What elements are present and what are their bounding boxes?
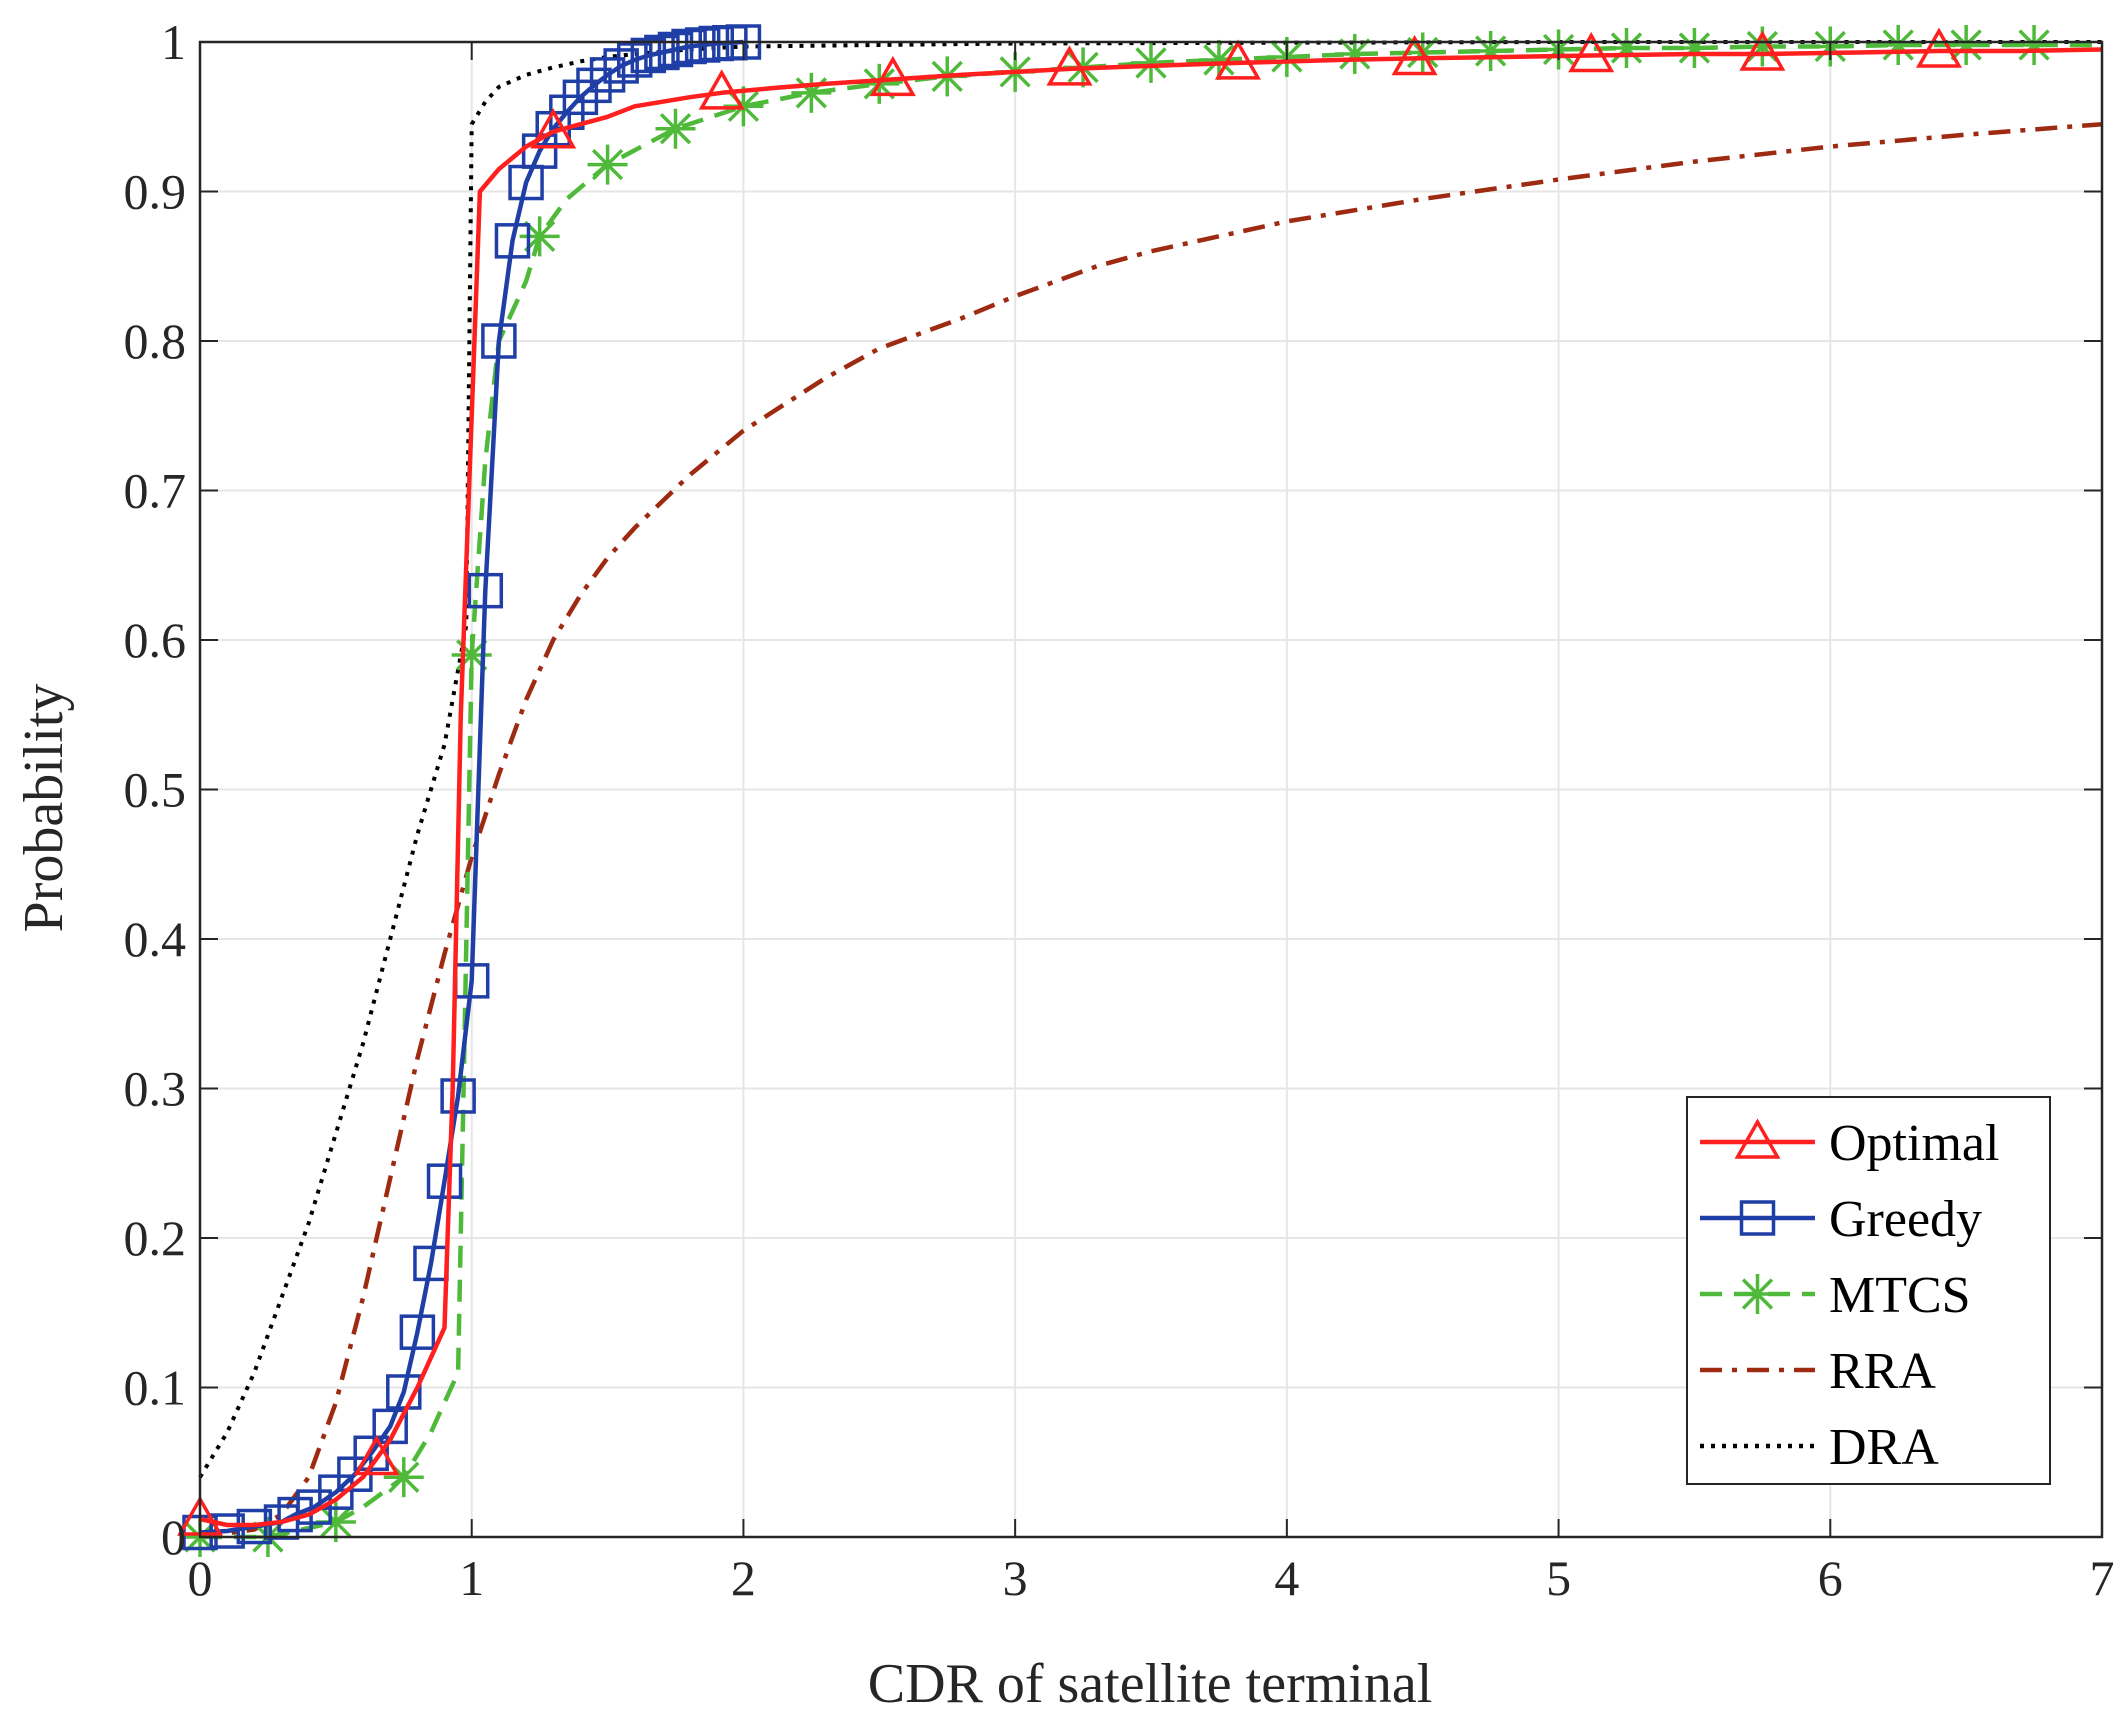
data-point-greedy (562, 79, 599, 116)
data-point-greedy (630, 37, 667, 74)
data-point-mtcs (1131, 42, 1171, 83)
data-point-optimal (1915, 27, 1962, 68)
x-axis-label: CDR of satellite terminal (868, 1653, 1433, 1715)
data-point-mtcs (587, 144, 628, 185)
star-stroke (388, 1461, 420, 1493)
data-point-optimal (1568, 31, 1615, 73)
y-axis-label: Probability (13, 684, 75, 933)
star-stroke (1678, 32, 1711, 64)
legend-entry-optimal: Optimal (1700, 1115, 1999, 1172)
series-dra (198, 40, 2102, 1479)
legend-label: Optimal (1829, 1115, 1999, 1172)
legend-entry-dra: DRA (1700, 1419, 1939, 1476)
data-point-mtcs (1878, 24, 1919, 65)
data-point-optimal (1214, 39, 1261, 80)
y-tick-label: 0.3 (124, 1061, 187, 1117)
legend: Optimal Greedy MTCS RRA DRA (1686, 1096, 2051, 1485)
series-greedy (182, 24, 762, 1551)
data-point-greedy (467, 572, 504, 609)
data-point-greedy (386, 1374, 422, 1410)
data-point-optimal (698, 69, 745, 110)
data-point-greedy (209, 1513, 245, 1549)
data-point-optimal (869, 55, 916, 97)
x-tick-label: 3 (1003, 1550, 1028, 1606)
star-stroke (1339, 38, 1371, 70)
data-point-greedy (399, 1314, 436, 1350)
y-tick-label: 0.6 (124, 612, 187, 668)
star-stroke (1135, 47, 1167, 79)
x-tick-label: 5 (1546, 1550, 1571, 1606)
y-tick-label: 1 (161, 14, 186, 70)
x-tick-label: 4 (1274, 1550, 1299, 1606)
legend-entry-rra: RRA (1700, 1343, 1936, 1400)
grid-layer (199, 41, 2103, 1538)
data-point-greedy (426, 1163, 463, 1199)
star-stroke (320, 1506, 352, 1538)
star-stroke (1950, 29, 1982, 61)
star-stroke (1741, 1278, 1774, 1310)
data-point-mtcs (1946, 24, 1987, 65)
tick-layer: 0 1 2 3 4 5 6 7 0 0.1 0.2 0.3 0.4 0.5 0.6 0.7 0.8 0.9 1 (124, 14, 2115, 1606)
legend-marker (1739, 1200, 1776, 1236)
y-tick-label: 0.2 (124, 1210, 187, 1266)
x-tick-label: 2 (731, 1550, 756, 1606)
star-stroke (727, 90, 760, 122)
data-point-optimal (1739, 30, 1786, 71)
data-point-greedy (318, 1474, 354, 1510)
legend-label: Greedy (1829, 1191, 1982, 1248)
data-point-greedy (576, 67, 612, 104)
legend-marker (1737, 1274, 1778, 1314)
y-tick-label: 0 (161, 1509, 186, 1565)
x-tick-label: 1 (459, 1550, 484, 1606)
data-point-optimal (1046, 45, 1093, 86)
data-point-mtcs (791, 72, 832, 113)
x-tick-label: 7 (2090, 1550, 2115, 1606)
y-tick-label: 0.4 (124, 911, 187, 967)
data-point-greedy (657, 31, 694, 68)
series-line-dra (198, 40, 2102, 1479)
series-line-rra (199, 121, 2103, 1540)
legend-label: RRA (1829, 1343, 1936, 1400)
legend-label: MTCS (1829, 1267, 1971, 1324)
data-point-greedy (494, 223, 531, 259)
series-line-optimal (199, 47, 2103, 1528)
data-point-mtcs (1606, 27, 1647, 68)
data-point-mtcs (519, 216, 560, 257)
star-stroke (1203, 44, 1235, 76)
data-point-greedy (603, 48, 639, 84)
data-point-mtcs (1674, 27, 1715, 68)
legend-box (1686, 1096, 2051, 1485)
star-stroke (2018, 29, 2050, 61)
star-stroke (1882, 29, 1914, 61)
data-point-optimal (530, 108, 577, 149)
star-stroke (591, 148, 624, 181)
legend-marker (1734, 1118, 1781, 1159)
legend-entry-mtcs: MTCS (1700, 1267, 1971, 1324)
y-tick-label: 0.1 (124, 1360, 187, 1416)
x-tick-label: 0 (188, 1550, 213, 1606)
legend-entry-greedy: Greedy (1700, 1191, 1982, 1248)
data-point-mtcs (1334, 33, 1375, 74)
data-point-greedy (616, 42, 653, 78)
data-point-greedy (440, 1078, 476, 1114)
y-tick-label: 0.8 (124, 313, 187, 369)
series-optimal (176, 27, 2103, 1536)
data-point-optimal (1391, 34, 1438, 76)
data-point-greedy (481, 323, 517, 359)
data-point-greedy (644, 34, 680, 71)
y-tick-label: 0.7 (124, 463, 187, 519)
data-point-mtcs (655, 108, 696, 149)
legend-label: DRA (1829, 1419, 1939, 1476)
star-stroke (659, 113, 692, 145)
data-point-optimal (353, 1434, 400, 1476)
star-stroke (1610, 32, 1643, 64)
data-point-mtcs (1470, 30, 1511, 71)
y-tick-label: 0.5 (124, 762, 187, 818)
data-point-mtcs (2014, 24, 2055, 65)
x-tick-label: 6 (1818, 1550, 1843, 1606)
y-tick-label: 0.9 (124, 164, 187, 220)
series-rra (199, 121, 2103, 1540)
